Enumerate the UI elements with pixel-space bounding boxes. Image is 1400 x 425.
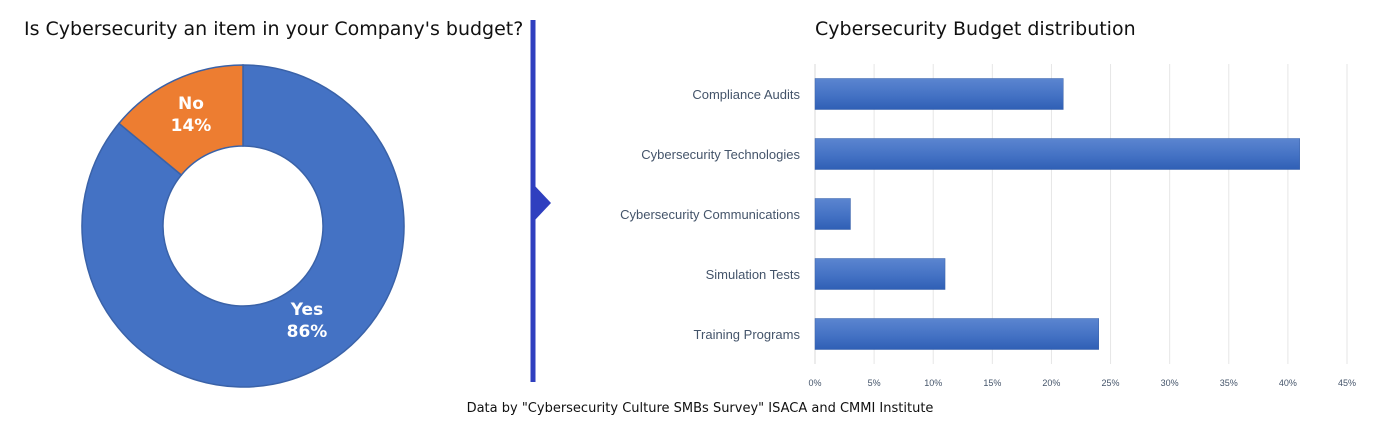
source-note: Data by "Cybersecurity Culture SMBs Surv… xyxy=(466,401,934,416)
donut-slice-no xyxy=(117,64,244,177)
donut-label-no: No xyxy=(178,94,204,114)
bar-training-programs xyxy=(814,318,1099,350)
x-tick-label: 30% xyxy=(1161,378,1179,388)
donut-value-no: 14% xyxy=(171,116,212,136)
x-tick-label: 35% xyxy=(1220,378,1238,388)
bar-compliance-audits xyxy=(814,78,1064,110)
x-tick-label: 0% xyxy=(808,378,821,388)
x-tick-label: 10% xyxy=(924,378,942,388)
category-label: Cybersecurity Technologies xyxy=(641,147,800,162)
bar-simulation-tests xyxy=(814,258,946,290)
bar-chart: 0% 5% 10% 15% 20% 25% 30% 35% 40% 45% Compliance A… xyxy=(620,64,1356,388)
x-tick-label: 20% xyxy=(1042,378,1060,388)
category-label: Simulation Tests xyxy=(706,267,801,282)
donut-slice-yes xyxy=(81,64,405,388)
x-tick-label: 40% xyxy=(1279,378,1297,388)
bar-chart-title: Cybersecurity Budget distribution xyxy=(815,18,1136,40)
donut-chart-title: Is Cybersecurity an item in your Company… xyxy=(24,18,524,40)
donut-label-yes: Yes xyxy=(290,300,323,320)
x-tick-label: 45% xyxy=(1338,378,1356,388)
divider-arrow-icon xyxy=(535,186,551,220)
x-tick-label: 25% xyxy=(1102,378,1120,388)
category-label: Cybersecurity Communications xyxy=(620,207,800,222)
category-label: Compliance Audits xyxy=(692,87,800,102)
panel-divider xyxy=(530,20,551,382)
category-label: Training Programs xyxy=(694,327,801,342)
bar-cybersecurity-technologies xyxy=(814,138,1300,170)
x-tick-label: 5% xyxy=(868,378,881,388)
bar-cybersecurity-communications xyxy=(814,198,851,230)
x-tick-label: 15% xyxy=(983,378,1001,388)
donut-value-yes: 86% xyxy=(287,322,328,342)
